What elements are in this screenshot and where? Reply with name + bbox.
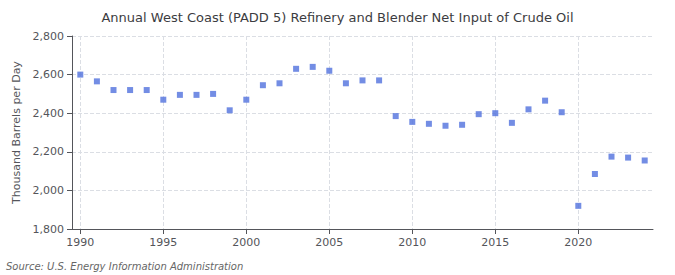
svg-text:Source: U.S. Energy Informatio: Source: U.S. Energy Information Administ… <box>6 261 243 272</box>
svg-text:1,800: 1,800 <box>33 223 65 236</box>
svg-text:2020: 2020 <box>564 236 592 249</box>
svg-text:1990: 1990 <box>66 236 94 249</box>
svg-text:Annual West Coast (PADD 5) Ref: Annual West Coast (PADD 5) Refinery and … <box>101 10 573 25</box>
svg-text:2000: 2000 <box>232 236 260 249</box>
svg-text:2,000: 2,000 <box>33 184 65 197</box>
svg-text:2,800: 2,800 <box>33 30 65 43</box>
svg-text:2010: 2010 <box>398 236 426 249</box>
svg-text:2,600: 2,600 <box>33 68 65 81</box>
svg-text:2005: 2005 <box>315 236 343 249</box>
svg-text:2,200: 2,200 <box>33 145 65 158</box>
svg-text:Thousand Barrels per Day: Thousand Barrels per Day <box>10 61 23 205</box>
svg-text:2,400: 2,400 <box>33 107 65 120</box>
svg-text:1995: 1995 <box>149 236 177 249</box>
svg-text:2015: 2015 <box>481 236 509 249</box>
